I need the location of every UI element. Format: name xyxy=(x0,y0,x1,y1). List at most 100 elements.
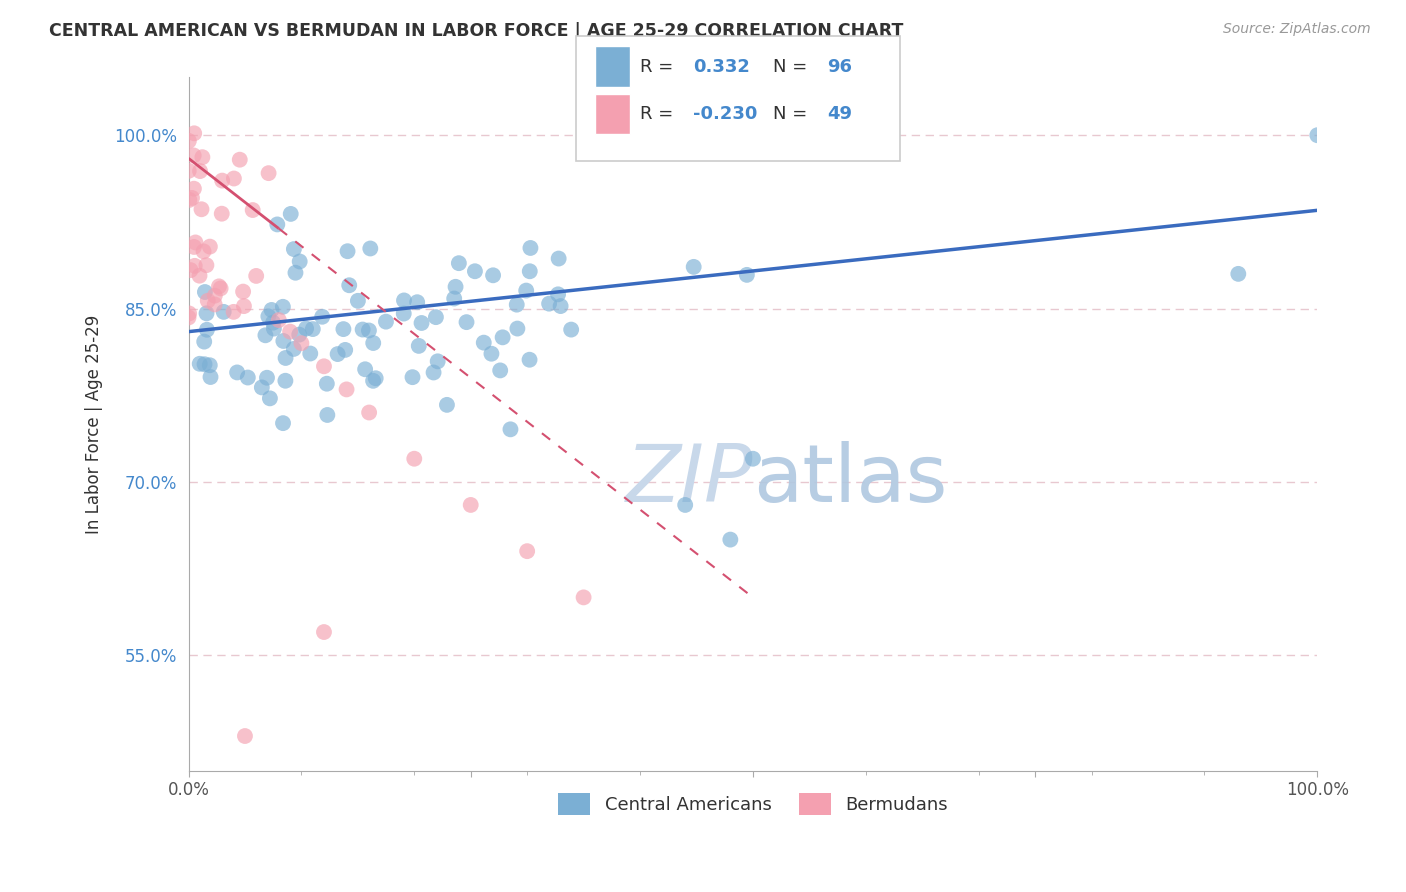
Point xyxy=(316,408,339,422)
Point xyxy=(312,359,335,374)
Text: atlas: atlas xyxy=(754,441,948,518)
Point xyxy=(519,241,541,255)
Point xyxy=(547,252,569,266)
Point xyxy=(267,313,290,327)
Point xyxy=(188,164,211,178)
Point xyxy=(515,284,537,298)
Point xyxy=(288,254,311,268)
Point xyxy=(332,322,354,336)
Point xyxy=(456,315,478,329)
Point xyxy=(359,405,381,419)
Point xyxy=(392,307,415,321)
Point xyxy=(347,293,370,308)
Point xyxy=(195,323,218,337)
Point xyxy=(229,153,252,167)
Point xyxy=(411,316,433,330)
Point xyxy=(460,498,482,512)
Text: 49: 49 xyxy=(827,105,852,123)
Point xyxy=(357,323,380,337)
Point xyxy=(335,383,357,397)
Text: R =: R = xyxy=(640,105,679,123)
Point xyxy=(361,336,384,351)
Point xyxy=(194,285,217,299)
Point xyxy=(266,218,288,232)
Point xyxy=(188,357,211,371)
Point xyxy=(260,302,283,317)
Point xyxy=(283,242,305,256)
Point xyxy=(242,202,264,217)
Point xyxy=(262,316,284,330)
Point xyxy=(278,325,301,339)
Point xyxy=(236,370,259,384)
Point xyxy=(354,362,377,376)
Point xyxy=(464,264,486,278)
Point xyxy=(180,263,202,277)
Point xyxy=(179,306,201,320)
Point xyxy=(183,182,205,196)
Point xyxy=(375,315,398,329)
Point xyxy=(274,374,297,388)
Point xyxy=(183,148,205,162)
Point xyxy=(472,335,495,350)
Point xyxy=(1227,267,1250,281)
Point xyxy=(257,310,280,324)
Text: -0.230: -0.230 xyxy=(693,105,758,123)
Point xyxy=(283,342,305,356)
Point xyxy=(233,299,256,313)
Point xyxy=(183,126,205,140)
Point xyxy=(443,292,465,306)
Point xyxy=(550,299,572,313)
Point xyxy=(208,279,231,293)
Point xyxy=(204,297,226,311)
Point xyxy=(191,150,214,164)
Point xyxy=(436,398,458,412)
Point xyxy=(204,288,226,302)
Point xyxy=(195,258,218,272)
Point xyxy=(232,285,254,299)
Point xyxy=(211,207,233,221)
Point xyxy=(315,376,337,391)
Point xyxy=(183,259,205,273)
Point xyxy=(444,280,467,294)
Point xyxy=(506,298,529,312)
Point xyxy=(274,351,297,365)
Point xyxy=(250,380,273,394)
Point xyxy=(673,498,696,512)
Point xyxy=(233,729,256,743)
Point xyxy=(200,370,222,384)
Point xyxy=(181,191,204,205)
Point xyxy=(193,334,215,349)
Point xyxy=(259,392,281,406)
Point xyxy=(426,354,449,368)
Point xyxy=(280,207,302,221)
Point xyxy=(481,347,503,361)
Point xyxy=(183,240,205,254)
Point xyxy=(190,202,212,217)
Point xyxy=(290,336,312,351)
Point xyxy=(359,242,381,256)
Point xyxy=(408,339,430,353)
Point xyxy=(271,300,294,314)
Point xyxy=(519,352,541,367)
Y-axis label: In Labor Force | Age 25-29: In Labor Force | Age 25-29 xyxy=(86,315,103,533)
Point xyxy=(547,287,569,301)
Point xyxy=(482,268,505,283)
Point xyxy=(177,163,200,178)
Point xyxy=(311,310,333,324)
Text: ZIP: ZIP xyxy=(626,441,754,518)
Point xyxy=(263,321,285,335)
Point xyxy=(404,451,426,466)
Point xyxy=(506,321,529,335)
Point xyxy=(284,266,307,280)
Point xyxy=(212,305,235,319)
Text: Source: ZipAtlas.com: Source: ZipAtlas.com xyxy=(1223,22,1371,37)
Point xyxy=(519,264,541,278)
Point xyxy=(257,166,280,180)
Point xyxy=(195,306,218,320)
Point xyxy=(209,281,232,295)
Text: N =: N = xyxy=(773,58,813,76)
Point xyxy=(742,451,765,466)
Point xyxy=(193,357,215,371)
Point xyxy=(352,322,374,336)
Point xyxy=(245,268,267,283)
